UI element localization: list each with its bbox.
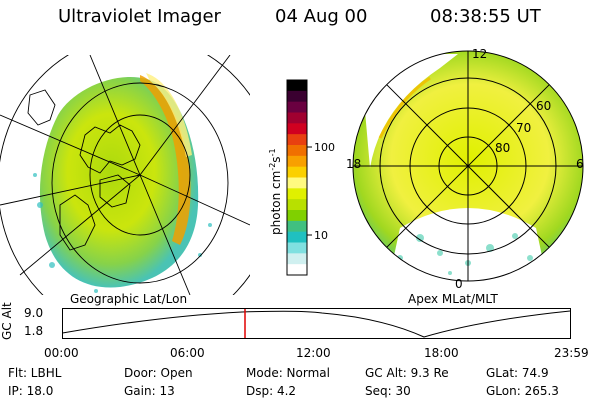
altitude-tick-1-8: 1.8 xyxy=(24,324,44,338)
svg-text:photon cm-2s-1: photon cm-2s-1 xyxy=(268,148,283,235)
colorbar-cell xyxy=(287,123,307,135)
colorbar-cell xyxy=(287,188,307,200)
colorbar-cell xyxy=(287,145,307,157)
time-tick-0000: 00:00 xyxy=(44,346,79,360)
mlat-label-80: 80 xyxy=(495,141,510,155)
mlat-label-60: 60 xyxy=(536,99,551,113)
mlat-label-70: 70 xyxy=(516,121,531,135)
colorbar-cell xyxy=(287,199,307,211)
filter-readout: Flt: LBHL xyxy=(8,366,62,380)
time-tick-2359: 23:59 xyxy=(554,346,589,360)
colorbar-cell xyxy=(287,134,307,146)
door-readout: Door: Open xyxy=(124,366,193,380)
colorbar-cell xyxy=(287,80,307,92)
colorbar-cell xyxy=(287,101,307,113)
colorbar-frame xyxy=(286,79,308,276)
observation-date: 04 Aug 00 xyxy=(275,6,368,27)
mlt-label-6: 6 xyxy=(576,157,584,171)
colorbar-cell xyxy=(287,210,307,222)
colorbar-cell xyxy=(287,155,307,168)
glat-readout: GLat: 74.9 xyxy=(486,366,549,380)
altitude-axis-label: GC Alt xyxy=(0,302,14,340)
colorbar-cell xyxy=(287,112,307,124)
apex-polar-image: 12 18 6 0 60 70 80 xyxy=(346,48,584,291)
altitude-curve xyxy=(62,310,571,338)
colorbar-cell xyxy=(287,177,307,189)
time-tick-1200: 12:00 xyxy=(296,346,331,360)
colorbar-unit-label: photon cm-2s-1 xyxy=(268,148,283,235)
ip-readout: IP: 18.0 xyxy=(8,384,54,398)
geographic-image xyxy=(0,55,250,295)
colorbar-cell xyxy=(287,231,307,243)
time-tick-1800: 18:00 xyxy=(424,346,459,360)
gc-alt-readout: GC Alt: 9.3 Re xyxy=(365,366,449,380)
colorbar: 100 10 photon cm-2s-1 xyxy=(268,79,335,276)
colorbar-cell xyxy=(287,264,307,276)
instrument-title: Ultraviolet Imager xyxy=(58,6,221,27)
observation-time: 08:38:55 UT xyxy=(430,6,541,27)
mlt-label-18: 18 xyxy=(346,157,361,171)
mlt-label-0: 0 xyxy=(455,277,463,291)
altitude-plot-frame xyxy=(62,308,571,339)
colorbar-cell xyxy=(287,253,307,265)
colorbar-cell xyxy=(287,166,307,178)
altitude-tick-9: 9.0 xyxy=(24,306,44,320)
colorbar-tick-10: 10 xyxy=(314,229,328,242)
dsp-readout: Dsp: 4.2 xyxy=(246,384,297,398)
altitude-plot xyxy=(62,308,571,339)
seq-readout: Seq: 30 xyxy=(365,384,411,398)
mlt-label-12: 12 xyxy=(472,48,487,61)
colorbar-cell xyxy=(287,220,307,233)
glon-readout: GLon: 265.3 xyxy=(486,384,559,398)
colorbar-tick-100: 100 xyxy=(314,141,335,154)
colorbar-cell xyxy=(287,242,307,254)
time-tick-0600: 06:00 xyxy=(170,346,205,360)
geographic-caption: Geographic Lat/Lon xyxy=(70,292,188,306)
colorbar-cell xyxy=(287,90,307,103)
mode-readout: Mode: Normal xyxy=(246,366,330,380)
gain-readout: Gain: 13 xyxy=(124,384,175,398)
apex-caption: Apex MLat/MLT xyxy=(408,292,498,306)
